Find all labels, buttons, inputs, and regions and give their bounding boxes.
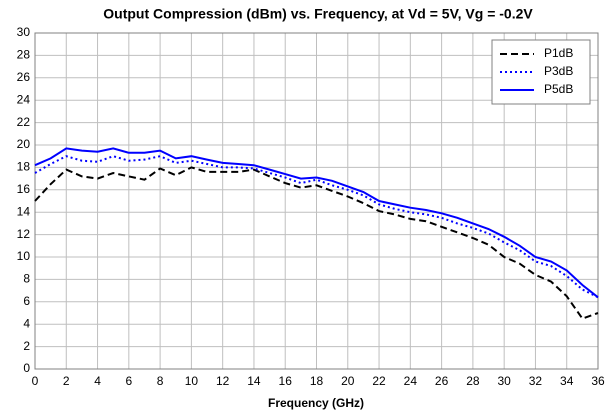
x-tick-label: 10: [185, 374, 199, 388]
x-tick-label: 8: [157, 374, 164, 388]
x-tick-label: 4: [94, 374, 101, 388]
x-tick-label: 34: [560, 374, 574, 388]
x-tick-label: 36: [591, 374, 605, 388]
line-series: [34, 155, 599, 299]
y-tick-label: 4: [23, 316, 30, 330]
y-tick-label: 10: [17, 249, 31, 263]
legend-label: P1dB: [544, 46, 573, 60]
x-tick-label: 28: [466, 374, 480, 388]
y-tick-label: 28: [17, 48, 31, 62]
y-tick-label: 22: [17, 115, 31, 129]
legend-label: P3dB: [544, 64, 573, 78]
x-tick-label: 22: [372, 374, 386, 388]
y-tick-label: 20: [17, 137, 31, 151]
x-tick-label: 26: [435, 374, 449, 388]
x-tick-label: 2: [63, 374, 70, 388]
y-tick-label: 6: [23, 294, 30, 308]
line-series: [34, 166, 599, 320]
x-tick-label: 0: [32, 374, 39, 388]
y-tick-label: 8: [23, 272, 30, 286]
x-tick-label: 20: [341, 374, 355, 388]
y-tick-label: 18: [17, 160, 31, 174]
y-tick-label: 16: [17, 182, 31, 196]
y-tick-label: 14: [17, 204, 31, 218]
y-tick-label: 2: [23, 339, 30, 353]
y-tick-label: 30: [17, 25, 31, 39]
y-tick-label: 0: [23, 361, 30, 375]
x-axis-label: Frequency (GHz): [268, 396, 364, 410]
x-tick-label: 14: [247, 374, 261, 388]
x-tick-label: 24: [404, 374, 418, 388]
legend-box: [491, 39, 591, 105]
legend-label: P5dB: [544, 82, 573, 96]
y-tick-label: 26: [17, 70, 31, 84]
y-tick-label: 12: [17, 227, 31, 241]
x-tick-label: 16: [279, 374, 293, 388]
y-tick-label: 24: [17, 92, 31, 106]
x-tick-label: 6: [125, 374, 132, 388]
line-series: [34, 147, 599, 299]
x-tick-label: 32: [529, 374, 543, 388]
chart-title: Output Compression (dBm) vs. Frequency, …: [103, 6, 533, 22]
x-tick-label: 30: [497, 374, 511, 388]
x-tick-label: 12: [216, 374, 230, 388]
x-tick-label: 18: [310, 374, 324, 388]
